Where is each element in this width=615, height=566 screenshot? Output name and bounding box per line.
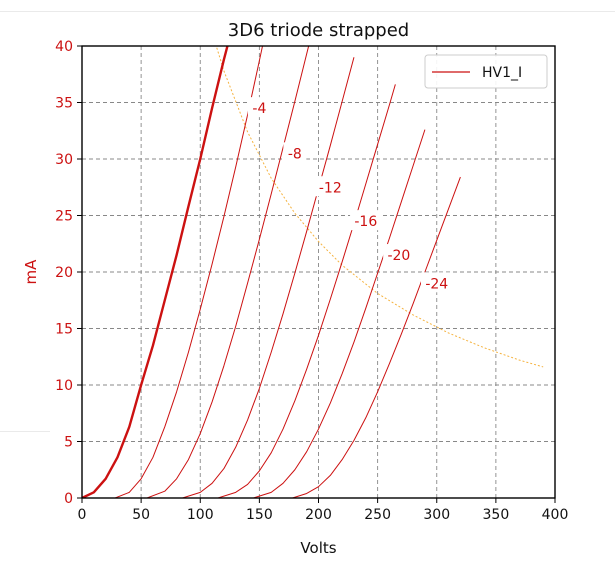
chart-title: 3D6 triode strapped: [228, 20, 409, 41]
curve-label-background: [421, 272, 453, 293]
curve-label: -16: [354, 214, 377, 230]
curve-label-background: [383, 244, 415, 265]
legend-label: HV1_I: [482, 65, 522, 81]
divider-top: [0, 11, 615, 12]
divider-left: [0, 431, 50, 432]
curve-line: [114, 46, 264, 498]
load-line: [215, 46, 544, 368]
legend: HV1_I: [424, 54, 548, 89]
y-tick-label: 5: [64, 435, 73, 451]
x-tick-label: 350: [483, 507, 510, 523]
curve-label: -20: [387, 248, 410, 264]
curve-labels: -4 -8 -12 -16 -20 -24: [247, 97, 453, 293]
curves: [82, 46, 461, 498]
x-tick-label: 50: [132, 507, 150, 523]
x-tick-label: 250: [364, 507, 391, 523]
curve-label: -4: [252, 101, 266, 117]
curve-label: -12: [319, 180, 342, 196]
curve-line: [82, 46, 229, 498]
y-tick-label: 0: [64, 491, 73, 507]
y-tick-label: 30: [55, 152, 73, 168]
curve-label: -8: [288, 146, 302, 162]
y-axis-label: mA: [22, 259, 40, 285]
curve-line: [182, 57, 355, 498]
curve-line: [146, 46, 310, 498]
curve-line: [217, 84, 396, 498]
legend-box: [424, 54, 548, 89]
y-tick-label: 15: [55, 322, 73, 338]
y-tick-label: 25: [55, 209, 73, 225]
y-tick-label: 20: [55, 265, 73, 281]
curve-label-background: [350, 210, 382, 231]
y-tick-label: 40: [55, 39, 73, 55]
x-axis-label: Volts: [300, 539, 336, 557]
ticks: 0 50 100 150 200 250 300 350 400 0 5 10 15 20 25 30 35 40: [55, 39, 568, 523]
curve-label-background: [283, 142, 307, 163]
x-tick-label: 400: [542, 507, 569, 523]
grid: [82, 46, 555, 498]
x-tick-label: 150: [246, 507, 273, 523]
y-tick-label: 35: [55, 96, 73, 112]
y-tick-label: 10: [55, 378, 73, 394]
load-line-layer: [215, 46, 544, 368]
curve-label-background: [314, 176, 347, 197]
curve-label-background: [247, 97, 271, 118]
curve-line: [253, 129, 426, 498]
x-tick-label: 200: [305, 507, 332, 523]
x-tick-label: 100: [187, 507, 214, 523]
curve-label: -24: [425, 276, 448, 292]
curve-line: [292, 176, 461, 498]
x-tick-label: 0: [78, 507, 87, 523]
x-tick-label: 300: [423, 507, 450, 523]
